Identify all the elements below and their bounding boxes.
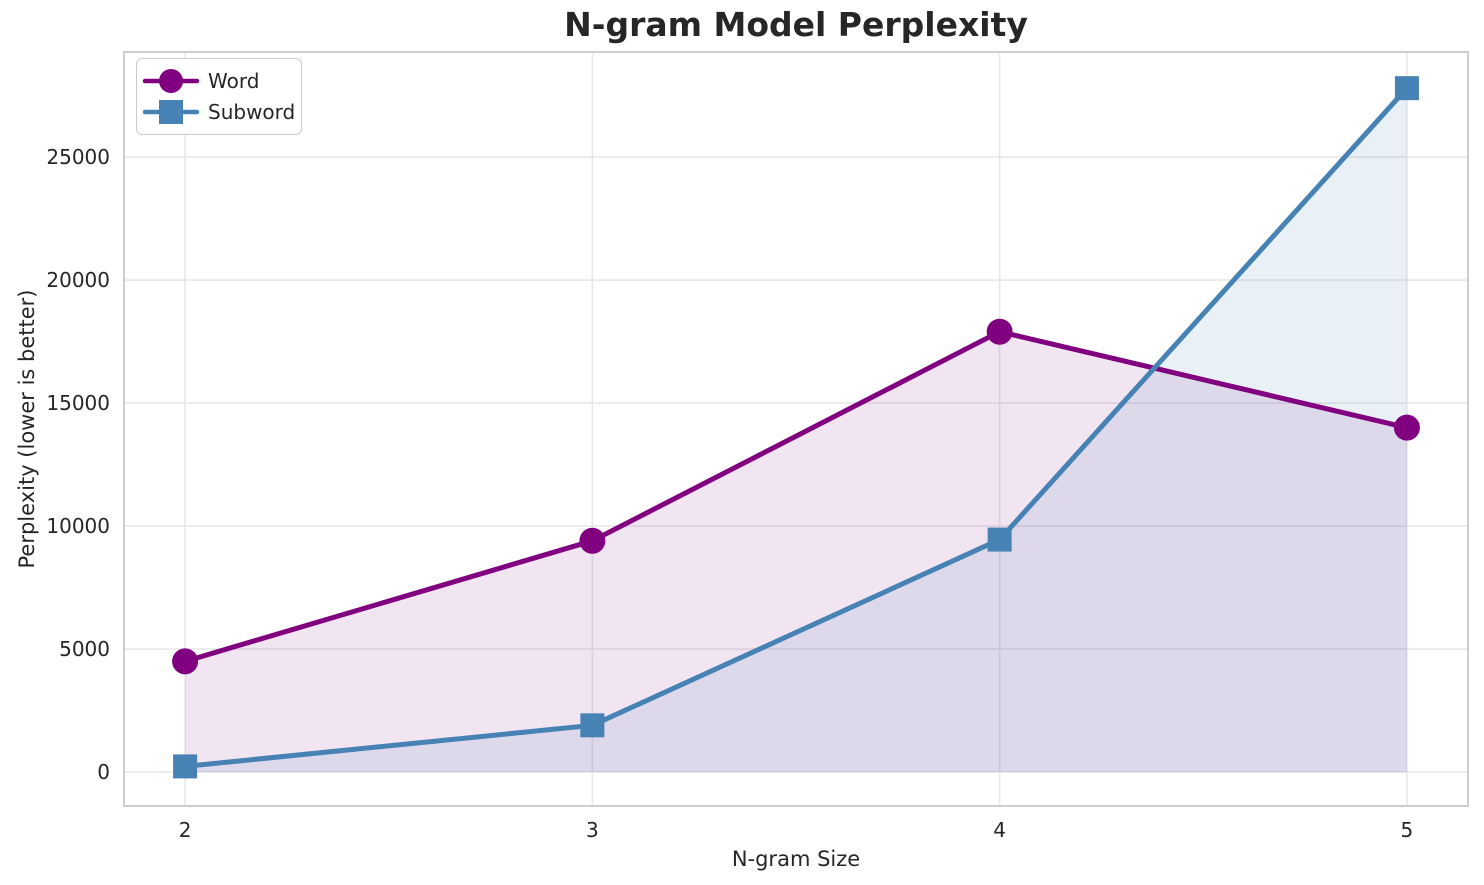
subword-legend-marker-icon	[142, 100, 200, 124]
chart-title: N-gram Model Perplexity	[564, 5, 1028, 44]
word-point-marker	[986, 318, 1013, 345]
subword-legend-marker	[159, 100, 183, 124]
subword-line	[182, 85, 1410, 769]
x-axis-label: N-gram Size	[731, 847, 861, 871]
word-point-marker	[579, 527, 606, 554]
subword-legend-swatch	[142, 97, 200, 127]
subword-point-marker	[1394, 76, 1419, 101]
legend: Word Subword	[136, 58, 302, 135]
word-point-marker	[1393, 414, 1420, 441]
subword-point-marker	[173, 754, 198, 779]
legend-label-word: Word	[208, 69, 260, 93]
word-line	[182, 329, 1410, 664]
legend-item-word: Word	[142, 66, 291, 96]
word-legend-marker	[159, 69, 183, 93]
subword-area-fill	[185, 88, 1407, 773]
word-legend-swatch	[142, 66, 200, 96]
legend-label-subword: Subword	[208, 100, 296, 124]
word-legend-marker-icon	[142, 69, 200, 93]
subword-point-marker	[987, 527, 1012, 552]
subword-point-marker	[580, 713, 605, 738]
word-point-marker	[172, 648, 199, 675]
word-area-fill	[185, 331, 1407, 773]
legend-item-subword: Subword	[142, 97, 295, 127]
plot-border	[123, 51, 1469, 807]
y-axis-label: Perplexity (lower is better)	[15, 289, 39, 569]
